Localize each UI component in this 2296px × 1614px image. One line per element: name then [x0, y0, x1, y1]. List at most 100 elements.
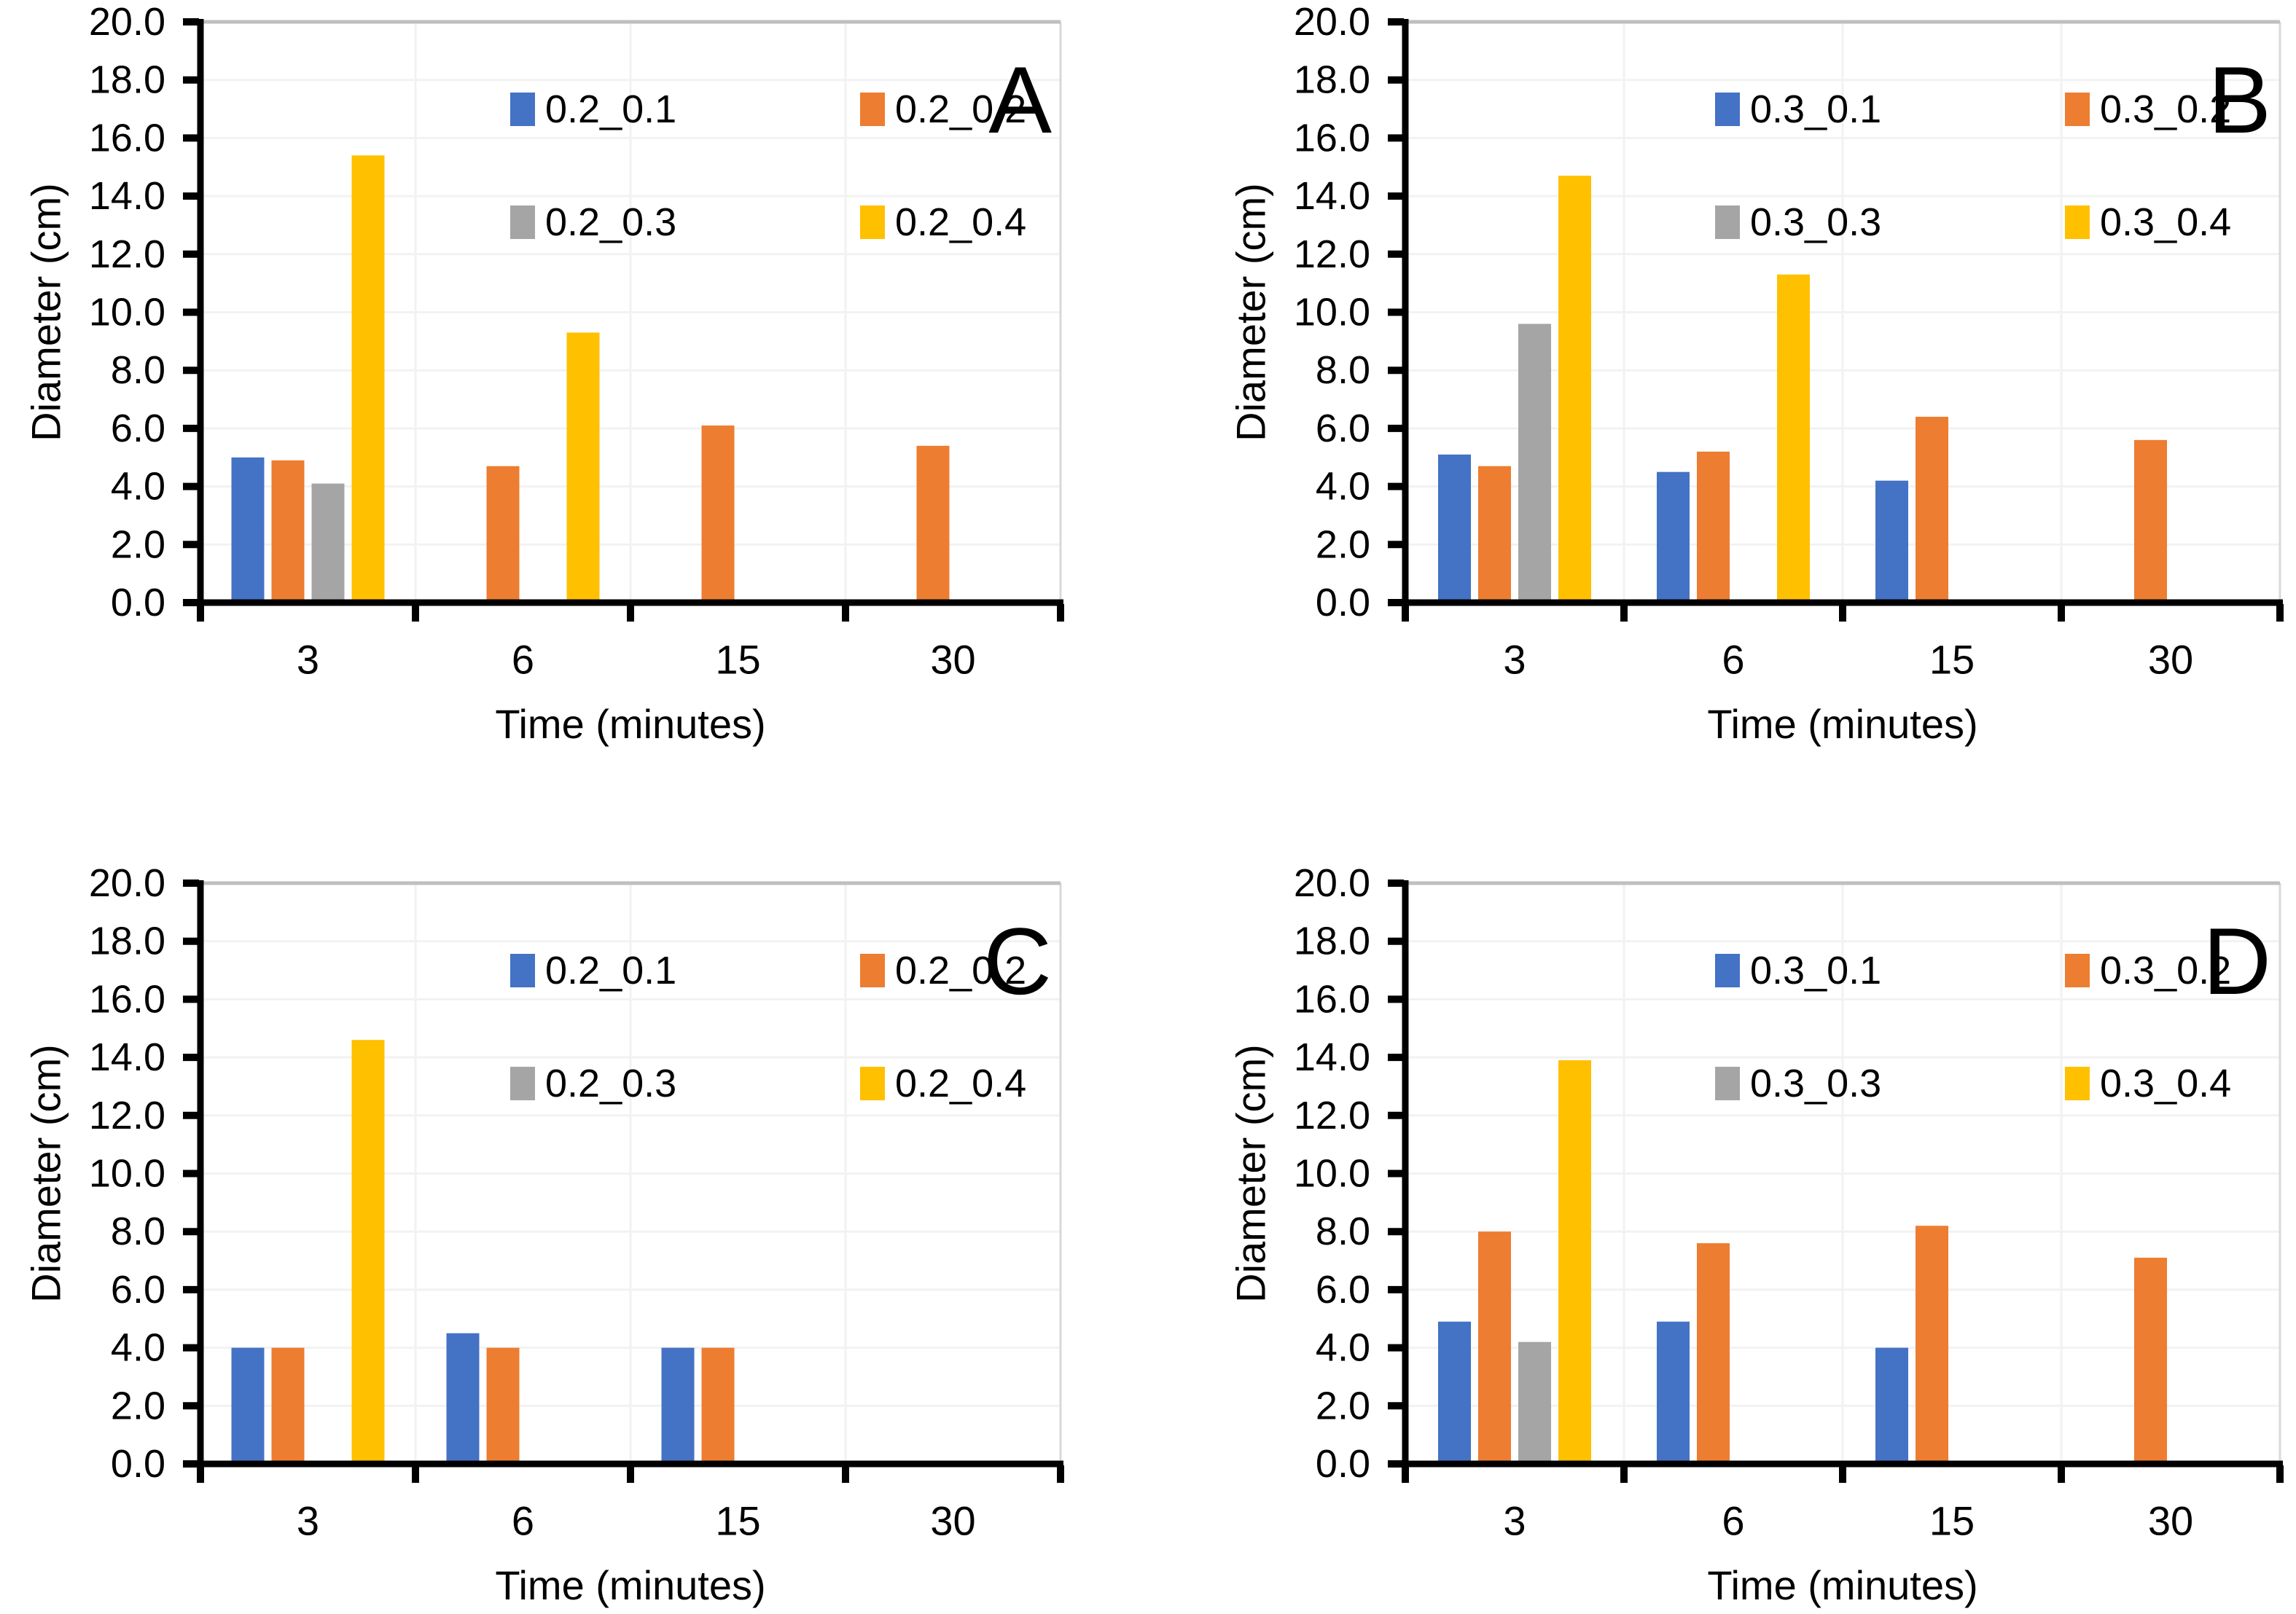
bar-0.3_0.1-t15	[1875, 480, 1908, 603]
legend-swatch-0.2_0.1	[510, 93, 535, 126]
bar-0.3_0.4-t6	[1777, 274, 1810, 603]
bar-0.3_0.1-t6	[1657, 471, 1690, 603]
legend-label-0.3_0.1: 0.3_0.1	[1750, 87, 1881, 131]
legend-label-0.2_0.3: 0.2_0.3	[545, 1062, 676, 1105]
x-tick-label: 30	[2148, 1498, 2193, 1544]
y-tick-label: 20.0	[1294, 861, 1370, 905]
bar-0.3_0.2-t15	[1916, 416, 1948, 603]
bar-0.2_0.1-t3	[231, 1347, 265, 1464]
panel-c-chart: 0.0 2.0 4.0 6.0 8.0 10.0 12.0 14.0 16.0 18.0 20.0 3…	[23, 861, 1064, 1608]
legend: 0.3_0.1 0.3_0.2 0.3_0.3 0.3_0.4	[1715, 87, 2231, 244]
bar-0.3_0.1-t15	[1875, 1347, 1908, 1464]
x-tick-label: 15	[715, 637, 760, 683]
y-tick-label: 12.0	[89, 1094, 165, 1137]
x-tick-label: 30	[930, 637, 975, 683]
bar-0.2_0.2-t6	[486, 466, 520, 603]
y-axis-ticks: 0.0 2.0 4.0 6.0 8.0 10.0 12.0 14.0 16.0 18.0 20.0	[1294, 861, 1404, 1486]
x-axis-title: Time (minutes)	[495, 1562, 765, 1608]
x-tick-label: 3	[297, 1498, 319, 1544]
bars	[231, 1040, 735, 1464]
y-tick-label: 10.0	[89, 291, 165, 334]
y-tick-label: 8.0	[111, 1210, 165, 1253]
y-tick-label: 4.0	[111, 465, 165, 509]
panel-letter: B	[2208, 47, 2271, 153]
bar-0.2_0.2-t15	[701, 425, 735, 603]
y-tick-label: 18.0	[89, 920, 165, 963]
y-tick-label: 14.0	[89, 174, 165, 218]
legend-label-0.3_0.4: 0.3_0.4	[2100, 200, 2231, 244]
legend-swatch-0.2_0.3	[510, 1067, 535, 1100]
y-tick-label: 0.0	[1316, 1442, 1370, 1486]
x-axis-title: Time (minutes)	[495, 701, 765, 747]
y-tick-label: 2.0	[1316, 1384, 1370, 1427]
y-tick-label: 6.0	[111, 1268, 165, 1312]
y-tick-label: 8.0	[1316, 1210, 1370, 1253]
legend-swatch-0.3_0.1	[1715, 954, 1740, 987]
x-tick-label: 3	[1503, 637, 1526, 683]
legend-swatch-0.2_0.4	[860, 205, 885, 239]
y-axis-title: Diameter (cm)	[23, 183, 69, 442]
bar-0.2_0.4-t3	[351, 155, 385, 603]
legend-swatch-0.3_0.4	[2065, 1067, 2090, 1100]
y-tick-label: 4.0	[1316, 465, 1370, 509]
legend-label-0.3_0.2: 0.3_0.2	[2100, 87, 2231, 131]
y-tick-label: 10.0	[89, 1152, 165, 1196]
y-axis-ticks: 0.0 2.0 4.0 6.0 8.0 10.0 12.0 14.0 16.0 18.0 20.0	[89, 861, 199, 1486]
y-tick-label: 20.0	[1294, 0, 1370, 44]
panel-b-chart: 0.0 2.0 4.0 6.0 8.0 10.0 12.0 14.0 16.0 18.0 20.0 3…	[1228, 0, 2284, 747]
legend-swatch-0.2_0.2	[860, 954, 885, 987]
y-tick-label: 8.0	[111, 348, 165, 392]
y-tick-label: 16.0	[89, 116, 165, 160]
legend-swatch-0.2_0.1	[510, 954, 535, 987]
y-tick-label: 10.0	[1294, 1152, 1370, 1196]
x-tick-label: 15	[715, 1498, 760, 1544]
bar-0.3_0.2-t30	[2134, 1258, 2167, 1464]
bar-0.3_0.1-t6	[1657, 1321, 1690, 1464]
x-axis-title: Time (minutes)	[1707, 1562, 1977, 1608]
legend-swatch-0.2_0.2	[860, 93, 885, 126]
legend: 0.2_0.1 0.2_0.2 0.2_0.3 0.2_0.4	[510, 87, 1026, 244]
y-tick-label: 12.0	[1294, 1094, 1370, 1137]
y-tick-label: 14.0	[1294, 1035, 1370, 1079]
bar-0.2_0.2-t15	[701, 1347, 735, 1464]
legend-label-0.2_0.3: 0.2_0.3	[545, 200, 676, 244]
legend-label-0.2_0.1: 0.2_0.1	[545, 87, 676, 131]
legend-label-0.3_0.3: 0.3_0.3	[1750, 200, 1881, 244]
x-axis-ticks: 3 6 15 30	[1402, 604, 2284, 683]
bar-0.3_0.2-t3	[1478, 1231, 1511, 1464]
y-tick-label: 0.0	[111, 1442, 165, 1486]
legend-label-0.2_0.1: 0.2_0.1	[545, 949, 676, 992]
y-tick-label: 14.0	[1294, 174, 1370, 218]
bar-0.2_0.1-t15	[661, 1347, 695, 1464]
y-tick-label: 8.0	[1316, 348, 1370, 392]
bar-0.3_0.1-t3	[1438, 1321, 1471, 1464]
y-tick-label: 4.0	[1316, 1326, 1370, 1370]
y-tick-label: 12.0	[89, 232, 165, 276]
bar-0.3_0.1-t3	[1438, 454, 1471, 603]
bar-0.2_0.2-t3	[271, 460, 305, 603]
gridlines	[200, 883, 1061, 1464]
y-tick-label: 2.0	[1316, 522, 1370, 566]
y-tick-label: 6.0	[1316, 407, 1370, 450]
y-tick-label: 18.0	[1294, 58, 1370, 102]
y-tick-label: 4.0	[111, 1326, 165, 1370]
legend-label-0.2_0.4: 0.2_0.4	[895, 1062, 1026, 1105]
y-tick-label: 18.0	[89, 58, 165, 102]
y-axis-ticks: 0.0 2.0 4.0 6.0 8.0 10.0 12.0 14.0 16.0 18.0 20.0	[1294, 0, 1404, 624]
x-axis-ticks: 3 6 15 30	[197, 1465, 1064, 1544]
x-tick-label: 6	[512, 637, 534, 683]
x-tick-label: 30	[2148, 637, 2193, 683]
bar-0.3_0.3-t3	[1518, 1341, 1551, 1464]
bar-0.3_0.2-t6	[1697, 1243, 1730, 1464]
legend-label-0.2_0.4: 0.2_0.4	[895, 200, 1026, 244]
x-tick-label: 3	[1503, 1498, 1526, 1544]
y-tick-label: 16.0	[89, 977, 165, 1021]
y-tick-label: 16.0	[1294, 977, 1370, 1021]
legend: 0.2_0.1 0.2_0.2 0.2_0.3 0.2_0.4	[510, 949, 1026, 1105]
legend-label-0.3_0.2: 0.3_0.2	[2100, 949, 2231, 992]
bar-0.3_0.2-t3	[1478, 466, 1511, 603]
bar-0.2_0.2-t6	[486, 1347, 520, 1464]
y-tick-label: 14.0	[89, 1035, 165, 1079]
x-axis-title: Time (minutes)	[1707, 701, 1977, 747]
